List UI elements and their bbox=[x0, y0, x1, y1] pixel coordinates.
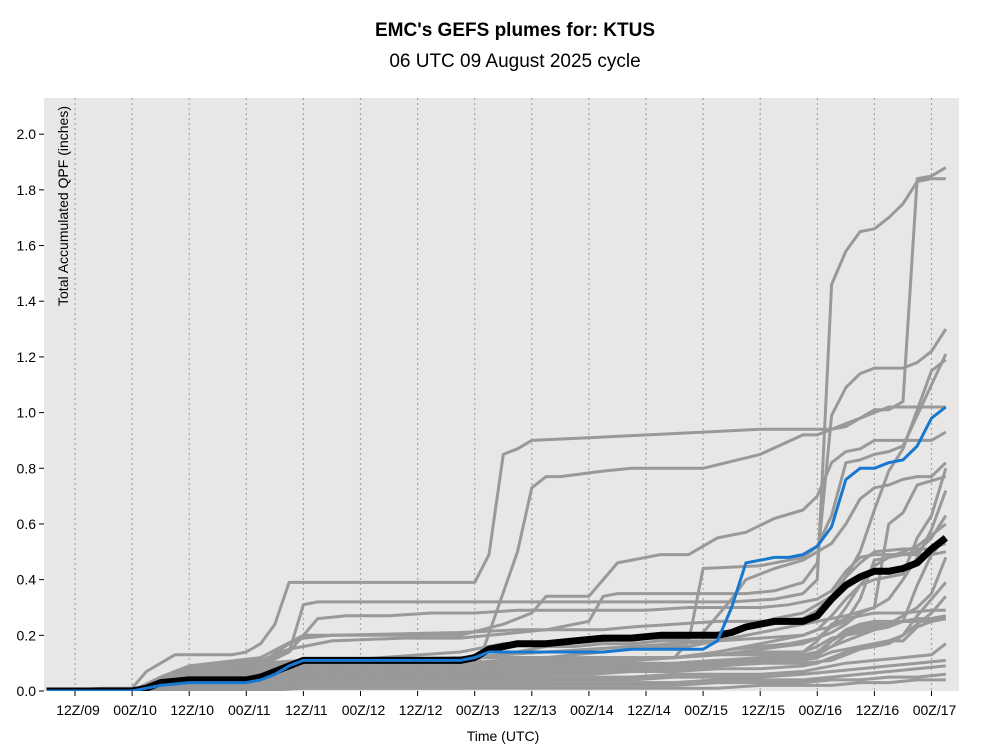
x-tick-label: 12Z/10 bbox=[170, 702, 214, 718]
chart-title: EMC's GEFS plumes for: KTUS bbox=[375, 20, 655, 41]
y-tick-label: 0.2 bbox=[17, 627, 37, 643]
y-tick-label: 1.2 bbox=[17, 349, 37, 365]
x-tick-label: 00Z/17 bbox=[913, 702, 957, 718]
y-tick-label: 1.0 bbox=[17, 405, 37, 421]
x-tick-label: 00Z/15 bbox=[684, 702, 728, 718]
y-tick-label: 0.6 bbox=[17, 516, 37, 532]
x-tick-label: 12Z/15 bbox=[741, 702, 785, 718]
y-tick-label: 0.8 bbox=[17, 460, 37, 476]
x-tick-label: 00Z/12 bbox=[342, 702, 386, 718]
member-lines bbox=[46, 166, 948, 691]
x-tick-label: 00Z/10 bbox=[113, 702, 157, 718]
x-tick-label: 00Z/13 bbox=[456, 702, 500, 718]
x-tick-label: 00Z/14 bbox=[570, 702, 614, 718]
x-tick-label: 12Z/11 bbox=[285, 702, 328, 718]
y-tick-label: 1.4 bbox=[17, 293, 37, 309]
x-tick-label: 12Z/16 bbox=[856, 702, 900, 718]
y-axis-label: Total Accumulated QPF (inches) bbox=[55, 106, 71, 306]
grid-lines bbox=[74, 98, 933, 691]
mean-line-layer bbox=[46, 535, 948, 691]
x-axis-ticks: 12Z/09 00Z/10 12Z/10 00Z/11 12Z/11 00Z/12 12Z/… bbox=[56, 691, 957, 718]
y-tick-label: 0.4 bbox=[17, 572, 37, 588]
member-line bbox=[46, 405, 946, 691]
y-axis-ticks: 0.0 0.2 0.4 0.6 0.8 1.0 1.2 1.4 1.6 1.8 2.0 bbox=[17, 126, 44, 699]
member-line bbox=[46, 542, 947, 691]
y-tick-label: 1.6 bbox=[17, 238, 37, 254]
x-tick-label: 12Z/12 bbox=[399, 702, 443, 718]
chart-subtitle: 06 UTC 09 August 2025 cycle bbox=[389, 51, 640, 72]
control-run-line bbox=[46, 405, 947, 691]
member-line bbox=[46, 595, 947, 691]
member-line bbox=[46, 353, 948, 691]
x-axis-label: Time (UTC) bbox=[467, 728, 540, 744]
y-tick-label: 1.8 bbox=[17, 182, 37, 198]
x-tick-label: 12Z/14 bbox=[627, 702, 671, 718]
member-line bbox=[46, 664, 946, 691]
x-tick-label: 00Z/11 bbox=[228, 702, 271, 718]
x-tick-label: 12Z/09 bbox=[56, 702, 100, 718]
y-tick-label: 0.0 bbox=[17, 683, 37, 699]
ensemble-mean-line bbox=[46, 535, 948, 691]
control-line-layer bbox=[46, 405, 947, 691]
y-tick-label: 2.0 bbox=[17, 126, 37, 142]
x-tick-label: 12Z/13 bbox=[513, 702, 557, 718]
member-line bbox=[46, 678, 946, 691]
member-line bbox=[46, 550, 947, 691]
x-tick-label: 00Z/16 bbox=[799, 702, 843, 718]
member-line bbox=[46, 177, 946, 691]
